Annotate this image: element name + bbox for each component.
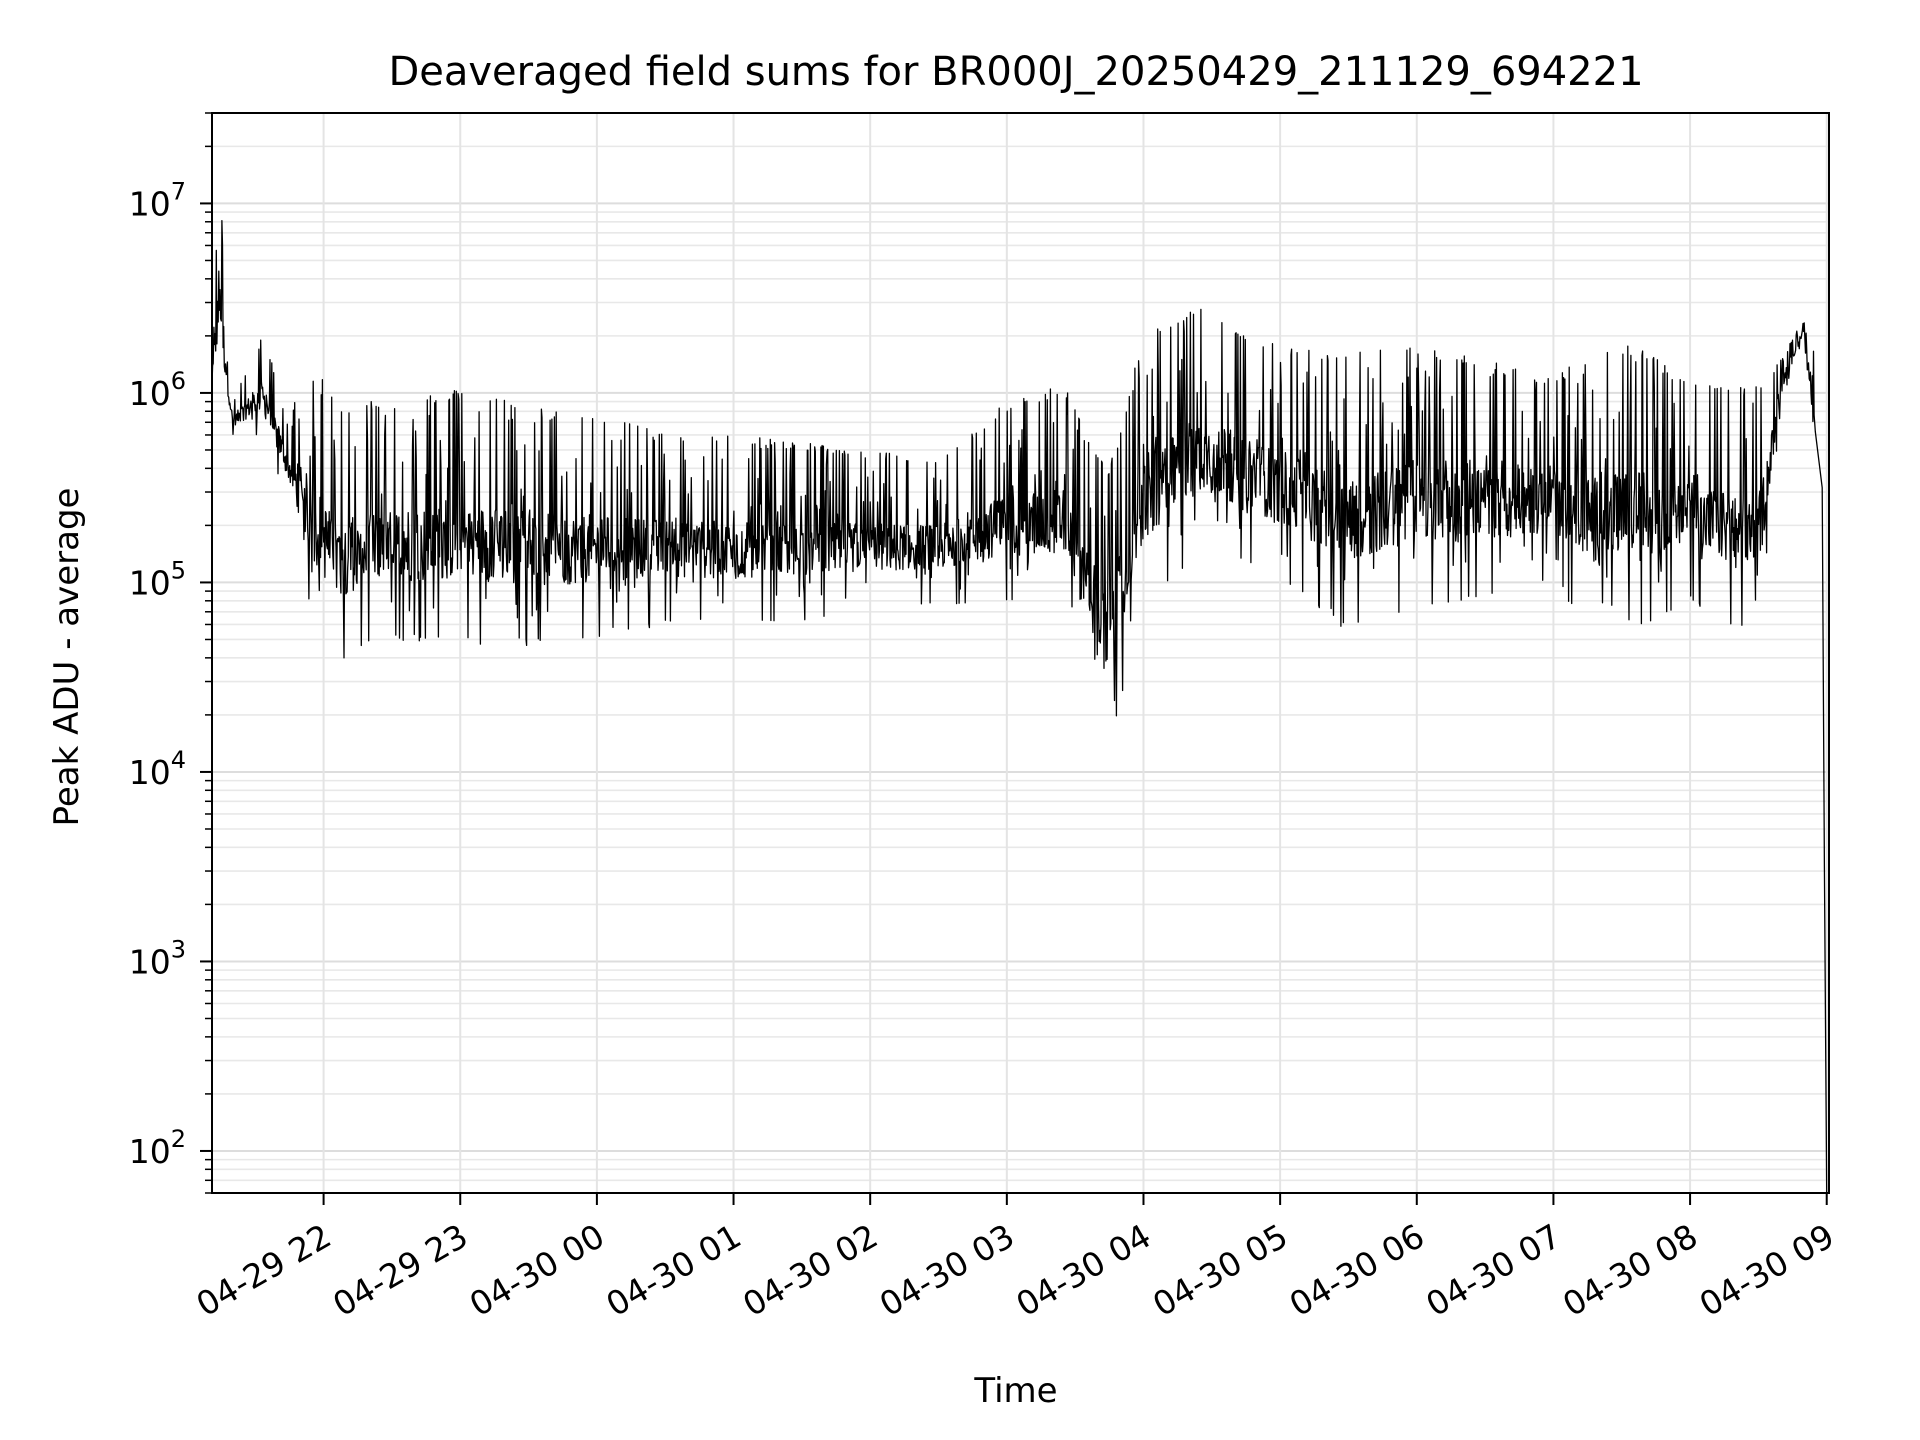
series-line — [212, 219, 1828, 1193]
y-tick-label: 103 — [129, 935, 186, 981]
y-tick-label: 106 — [129, 367, 186, 413]
y-tick-label: 105 — [129, 556, 186, 602]
x-axis-label: Time — [973, 1371, 1057, 1411]
y-tick-label: 104 — [129, 746, 186, 792]
y-axis-label: Peak ADU - average — [47, 488, 87, 827]
y-tick-label: 107 — [129, 177, 186, 223]
y-tick-label: 102 — [129, 1125, 186, 1171]
grid-major — [212, 113, 1829, 1193]
grid-minor — [212, 112, 1829, 1194]
chart-title: Deaveraged field sums for BR000J_2025042… — [388, 49, 1643, 95]
plot-frame — [211, 112, 1830, 1194]
series-layer — [212, 219, 1828, 1193]
y-axis-ticks: 102 103 104 105 106 107 — [129, 112, 212, 1194]
